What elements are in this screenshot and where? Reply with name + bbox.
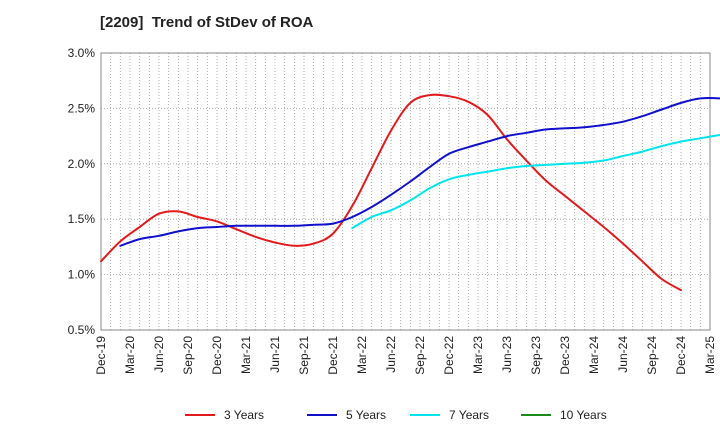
x-tick-label: Dec-20 bbox=[210, 336, 224, 375]
x-tick-label: Jun-20 bbox=[152, 336, 166, 373]
x-tick-label: Mar-25 bbox=[703, 336, 717, 374]
series-line-3-years bbox=[100, 93, 682, 292]
x-tick-label: Mar-22 bbox=[355, 336, 369, 374]
legend: 3 Years 5 Years 7 Years 10 Years bbox=[185, 408, 607, 422]
series-line-5-years bbox=[119, 96, 720, 247]
plot-area bbox=[101, 53, 710, 330]
x-tick-label: Dec-21 bbox=[326, 336, 340, 375]
x-tick-label: Jun-23 bbox=[500, 336, 514, 373]
series-line-7-years bbox=[351, 133, 720, 230]
x-tick-label: Mar-20 bbox=[123, 336, 137, 374]
legend-label: 3 Years bbox=[224, 408, 264, 422]
chart-title: [2209] Trend of StDev of ROA bbox=[100, 14, 314, 31]
x-tick-label: Dec-23 bbox=[558, 336, 572, 375]
grid-layer bbox=[101, 53, 710, 330]
y-tick-label: 2.0% bbox=[68, 157, 96, 171]
y-tick-label: 1.5% bbox=[68, 212, 96, 226]
legend-label: 10 Years bbox=[560, 408, 607, 422]
y-tick-label: 0.5% bbox=[68, 323, 96, 337]
x-tick-label: Sep-23 bbox=[529, 336, 543, 375]
x-tick-label: Dec-22 bbox=[442, 336, 456, 375]
y-tick-label: 2.5% bbox=[68, 101, 96, 115]
x-tick-label: Mar-21 bbox=[239, 336, 253, 374]
legend-label: 5 Years bbox=[346, 408, 386, 422]
x-tick-label: Sep-24 bbox=[645, 336, 659, 375]
axis-layer: 0.5% 1.0% 1.5% 2.0% 2.5% 3.0% Dec-19 Mar-20 Jun-… bbox=[68, 46, 717, 375]
x-tick-label: Mar-24 bbox=[587, 336, 601, 374]
x-tick-label: Jun-22 bbox=[384, 336, 398, 373]
x-tick-label: Dec-19 bbox=[94, 336, 108, 375]
x-tick-label: Mar-23 bbox=[471, 336, 485, 374]
x-tick-label: Sep-22 bbox=[413, 336, 427, 375]
legend-label: 7 Years bbox=[449, 408, 489, 422]
x-tick-label: Dec-24 bbox=[674, 336, 688, 375]
x-tick-label: Jun-21 bbox=[268, 336, 282, 373]
x-tick-label: Sep-21 bbox=[297, 336, 311, 375]
y-tick-label: 1.0% bbox=[68, 268, 96, 282]
y-tick-label: 3.0% bbox=[68, 46, 96, 60]
plot-border bbox=[100, 52, 711, 331]
x-tick-label: Sep-20 bbox=[181, 336, 195, 375]
x-tick-label: Jun-24 bbox=[616, 336, 630, 373]
series-layer bbox=[100, 93, 720, 292]
